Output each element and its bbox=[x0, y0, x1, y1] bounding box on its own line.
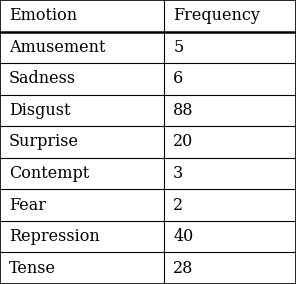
Text: 5: 5 bbox=[173, 39, 184, 56]
Text: 40: 40 bbox=[173, 228, 193, 245]
Text: Sadness: Sadness bbox=[9, 70, 76, 87]
Text: 3: 3 bbox=[173, 165, 184, 182]
Text: Amusement: Amusement bbox=[9, 39, 105, 56]
Text: Repression: Repression bbox=[9, 228, 100, 245]
Text: Emotion: Emotion bbox=[9, 7, 77, 24]
Text: 2: 2 bbox=[173, 197, 183, 214]
Text: Fear: Fear bbox=[9, 197, 46, 214]
Text: Surprise: Surprise bbox=[9, 133, 79, 151]
Text: 28: 28 bbox=[173, 260, 194, 277]
Text: Disgust: Disgust bbox=[9, 102, 70, 119]
Text: Contempt: Contempt bbox=[9, 165, 89, 182]
Text: 88: 88 bbox=[173, 102, 194, 119]
Text: 20: 20 bbox=[173, 133, 193, 151]
Text: Frequency: Frequency bbox=[173, 7, 260, 24]
Text: 6: 6 bbox=[173, 70, 184, 87]
Text: Tense: Tense bbox=[9, 260, 56, 277]
